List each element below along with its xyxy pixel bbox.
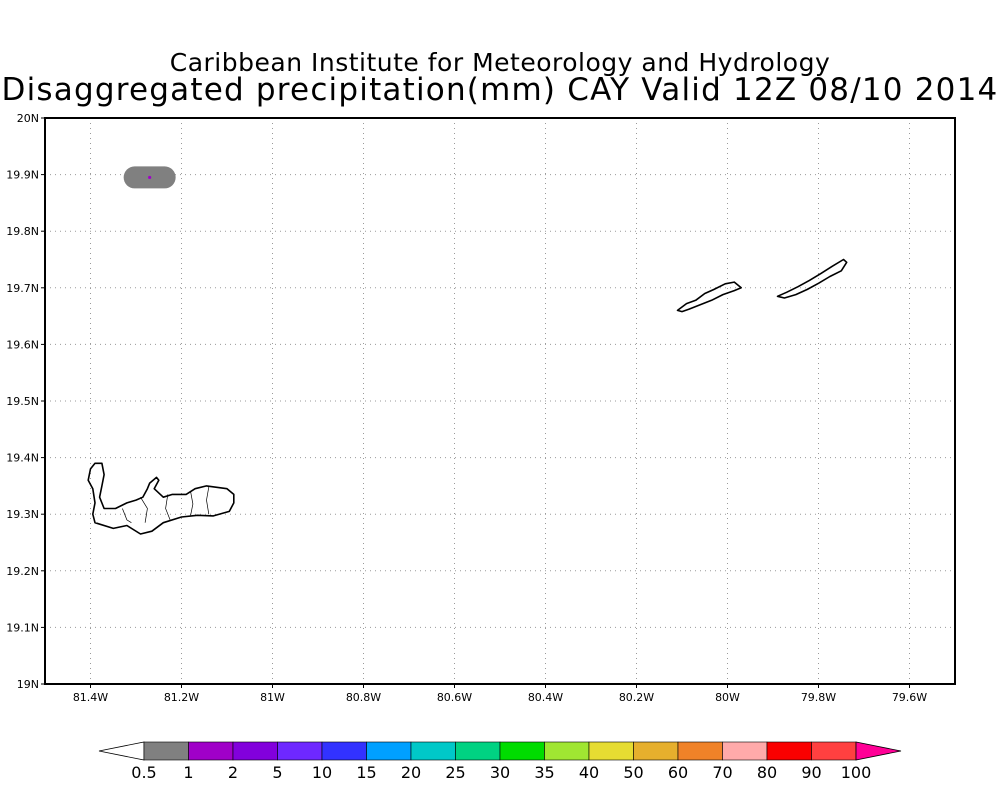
y-tick-label: 19.2N — [6, 565, 39, 578]
precip-field — [123, 166, 176, 189]
colorbar-segment — [499, 741, 545, 761]
y-tick-label: 19.9N — [6, 169, 39, 182]
colorbar-label: 0.5 — [131, 763, 156, 782]
colorbar-label: 5 — [272, 763, 282, 782]
district-boundary — [190, 491, 194, 516]
x-tick-label: 81.2W — [164, 691, 199, 704]
x-tick-label: 80.2W — [619, 691, 654, 704]
colorbar-label: 35 — [534, 763, 554, 782]
colorbar-label: 25 — [445, 763, 465, 782]
colorbar-segment — [455, 741, 501, 761]
colorbar-segment — [321, 741, 367, 761]
colorbar-label: 90 — [801, 763, 821, 782]
grid-lines — [45, 117, 955, 685]
institution-title: Caribbean Institute for Meteorology and … — [169, 48, 831, 77]
x-tick-label: 79.6W — [892, 691, 927, 704]
x-tick-label: 80.4W — [528, 691, 563, 704]
colorbar-label: 40 — [579, 763, 599, 782]
y-tick-label: 19N — [17, 678, 39, 691]
district-boundary — [206, 486, 210, 515]
x-tick-label: 81.4W — [73, 691, 108, 704]
x-tick-label: 80.6W — [437, 691, 472, 704]
colorbar-label: 10 — [312, 763, 332, 782]
colorbar-label: 2 — [228, 763, 238, 782]
colorbar-segment — [544, 741, 590, 761]
colorbar-label: 1 — [183, 763, 193, 782]
colorbar-under-triangle — [98, 741, 145, 761]
colorbar-segment — [677, 741, 723, 761]
district-boundary — [122, 508, 132, 523]
y-tick-label: 20N — [17, 112, 39, 125]
colorbar-segment — [811, 741, 857, 761]
colorbar-segment — [366, 741, 412, 761]
y-tick-label: 19.7N — [6, 282, 39, 295]
district-boundary — [140, 497, 148, 523]
colorbar-segment — [633, 741, 679, 761]
colorbar-label: 50 — [623, 763, 643, 782]
colorbar-segment — [188, 741, 234, 761]
colorbar-segment — [588, 741, 634, 761]
island-coastline — [776, 258, 848, 299]
y-tick-label: 19.5N — [6, 395, 39, 408]
x-tick-label: 81W — [260, 691, 285, 704]
colorbar-segment — [143, 741, 189, 761]
colorbar-segment — [722, 741, 768, 761]
product-title: Disaggregated precipitation(mm) CAY Vali… — [1, 72, 999, 108]
colorbar-label: 20 — [401, 763, 421, 782]
colorbar-segment — [766, 741, 812, 761]
colorbar-label: 60 — [668, 763, 688, 782]
colorbar-label: 30 — [490, 763, 510, 782]
colorbar-over-triangle — [855, 741, 902, 761]
y-tick-label: 19.1N — [6, 621, 39, 634]
colorbar-segment — [410, 741, 456, 761]
y-tick-label: 19.3N — [6, 508, 39, 521]
colorbar-label: 15 — [356, 763, 376, 782]
x-axis-ticks: 81.4W 81.2W 81W 80.8W 80.6W 80.4W 80.2W 80W 79.8… — [73, 684, 927, 704]
x-tick-label: 79.8W — [801, 691, 836, 704]
colorbar-segment — [232, 741, 278, 761]
colorbar-label: 80 — [757, 763, 777, 782]
coastlines — [87, 258, 848, 535]
colorbar-label: 70 — [712, 763, 732, 782]
x-tick-label: 80.8W — [346, 691, 381, 704]
colorbar-label: 100 — [841, 763, 872, 782]
island-coastline — [676, 281, 742, 313]
y-tick-label: 19.4N — [6, 452, 39, 465]
colorbar: 0.5 1 2 5 10 15 20 25 30 35 40 50 60 70 80 90 100 — [98, 741, 902, 782]
island-coastline — [87, 462, 235, 535]
colorbar-segment — [277, 741, 323, 761]
precip-peak — [148, 175, 152, 180]
district-boundary — [165, 494, 171, 521]
y-tick-label: 19.8N — [6, 225, 39, 238]
y-axis-ticks: 20N 19.9N 19.8N 19.7N 19.6N 19.5N 19.4N 19.3N 19… — [6, 112, 45, 691]
x-tick-label: 80W — [715, 691, 740, 704]
y-tick-label: 19.6N — [6, 338, 39, 351]
